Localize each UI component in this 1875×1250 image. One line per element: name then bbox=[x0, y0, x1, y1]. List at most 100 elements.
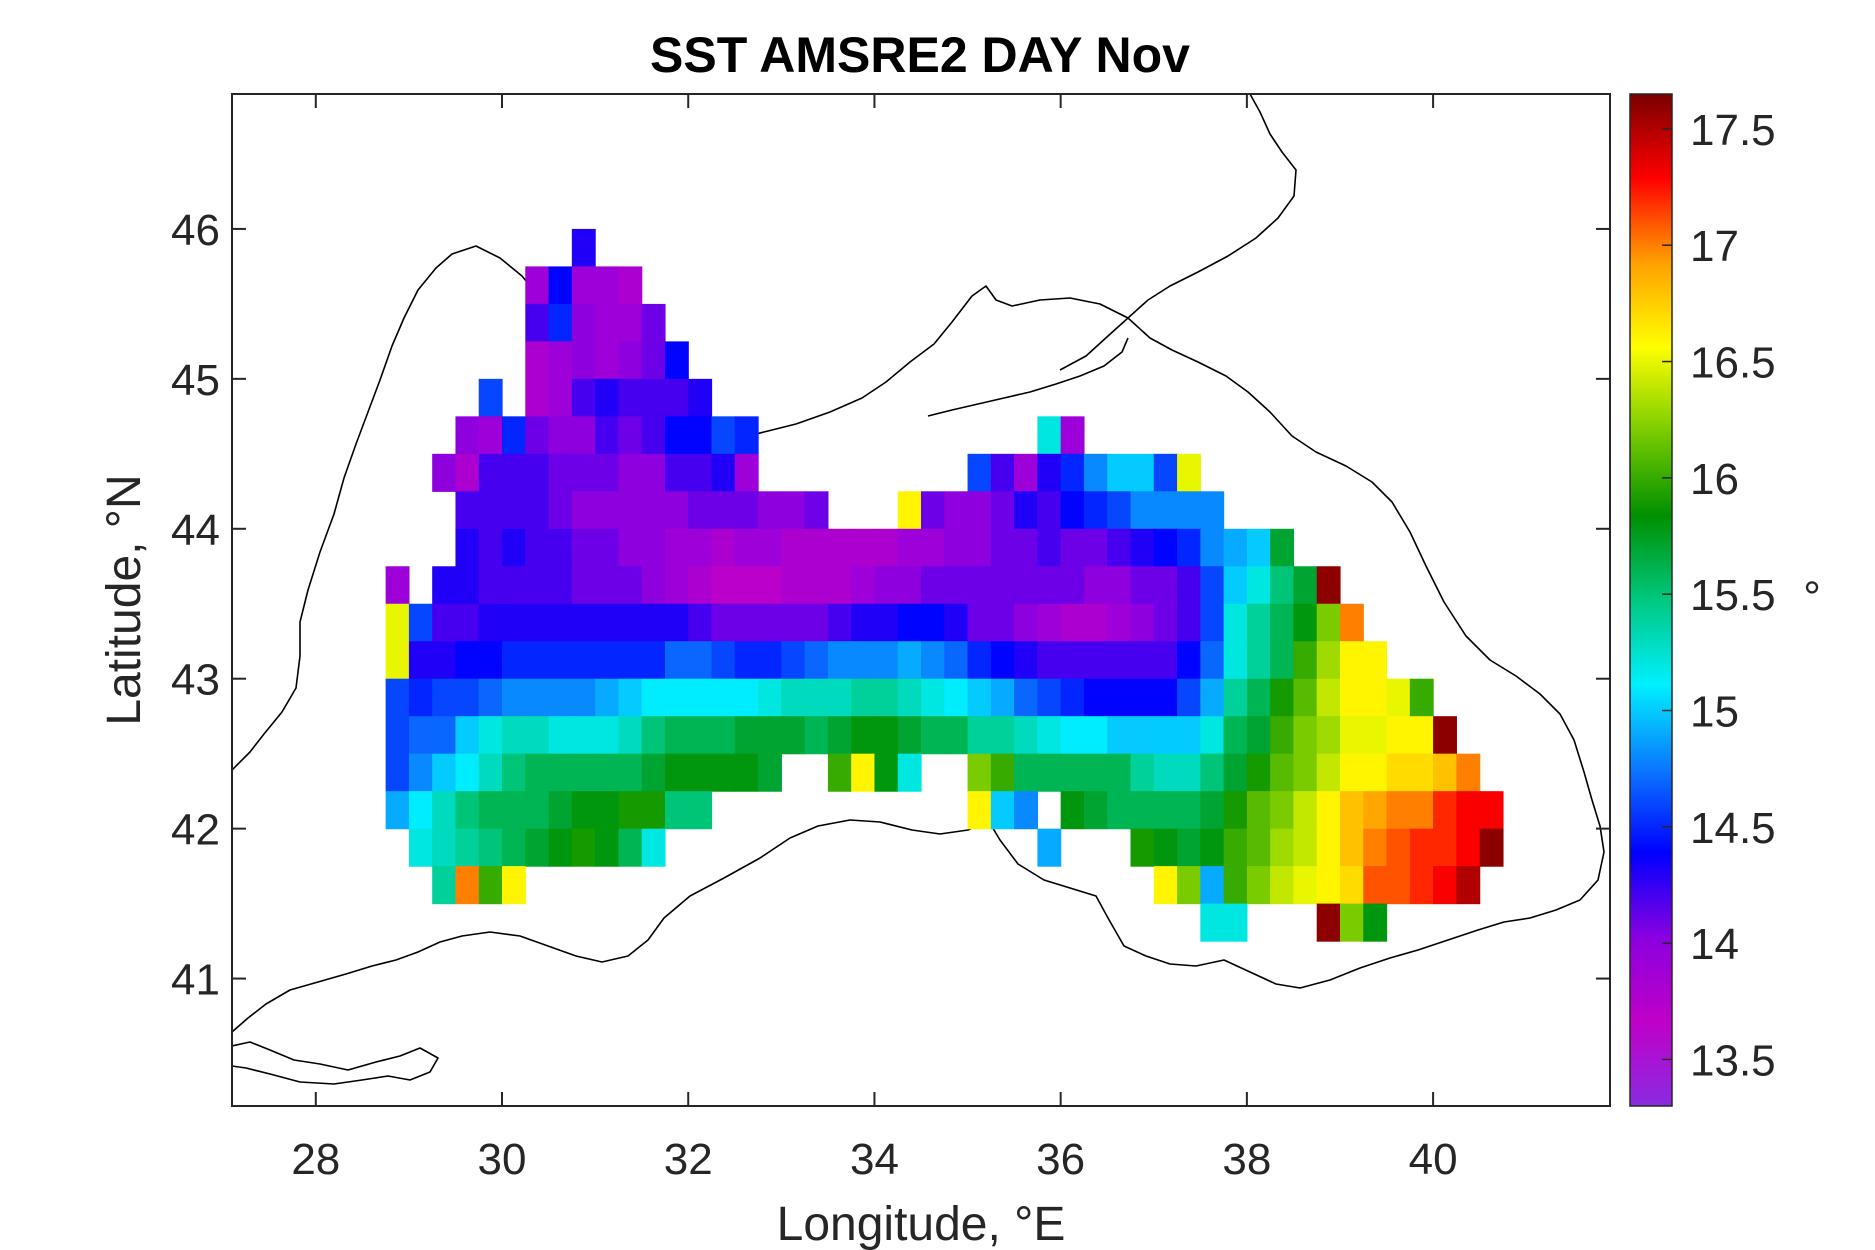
sst-cell bbox=[1177, 453, 1201, 492]
sst-cell bbox=[967, 566, 992, 605]
sst-cell bbox=[1200, 678, 1225, 717]
sst-cell bbox=[1316, 641, 1341, 680]
sst-cell bbox=[548, 791, 573, 830]
sst-cell bbox=[1037, 528, 1062, 567]
sst-cell bbox=[1270, 753, 1295, 792]
sst-cell bbox=[478, 828, 503, 867]
sst-cell bbox=[502, 791, 526, 830]
sst-cell bbox=[641, 678, 666, 717]
sst-cell bbox=[1200, 828, 1225, 867]
sst-cell bbox=[432, 678, 457, 717]
sst-cell bbox=[571, 791, 596, 830]
sst-cell bbox=[385, 753, 410, 792]
sst-cell bbox=[1177, 528, 1201, 567]
sst-cell bbox=[525, 716, 550, 755]
sst-cell bbox=[688, 603, 713, 642]
sst-cell bbox=[804, 603, 829, 642]
sst-cell bbox=[1037, 678, 1062, 717]
sst-cell bbox=[618, 791, 643, 830]
sst-cell bbox=[1339, 866, 1364, 905]
x-tick-label: 28 bbox=[291, 1135, 340, 1184]
sst-cell bbox=[688, 753, 713, 792]
colorbar-tick-label: 13.5 bbox=[1690, 1036, 1776, 1085]
sst-cell bbox=[432, 453, 457, 492]
sst-cell bbox=[827, 753, 852, 792]
sst-cell bbox=[525, 453, 550, 492]
sst-cell bbox=[1223, 641, 1248, 680]
sst-cell bbox=[688, 528, 713, 567]
sst-cell bbox=[711, 453, 736, 492]
sst-cell bbox=[827, 528, 852, 567]
sst-cell bbox=[1293, 716, 1318, 755]
sst-cell bbox=[595, 828, 619, 867]
sst-cell bbox=[1083, 716, 1108, 755]
sst-cell bbox=[571, 528, 596, 567]
colorbar-label: ° bbox=[1803, 573, 1821, 622]
sst-cell bbox=[874, 528, 899, 567]
sst-cell bbox=[734, 528, 759, 567]
sst-cell bbox=[944, 603, 969, 642]
sst-cell bbox=[1060, 603, 1085, 642]
sst-cell bbox=[1037, 828, 1062, 867]
sst-cell bbox=[1316, 903, 1341, 942]
sst-cell bbox=[478, 678, 503, 717]
azov-outline bbox=[1059, 94, 1297, 371]
sst-cell bbox=[1316, 566, 1341, 605]
sst-cell bbox=[781, 528, 806, 567]
sst-cell bbox=[874, 641, 899, 680]
sst-cell bbox=[758, 603, 782, 642]
sst-cell bbox=[1270, 528, 1295, 567]
sst-cell bbox=[897, 678, 922, 717]
sst-cell bbox=[1083, 453, 1108, 492]
sst-cell bbox=[1177, 828, 1201, 867]
sst-cell bbox=[455, 528, 480, 567]
sst-cell bbox=[1153, 566, 1178, 605]
sst-cell bbox=[571, 266, 596, 305]
sst-cell bbox=[432, 641, 457, 680]
sst-cell bbox=[967, 491, 992, 530]
sst-cell bbox=[804, 491, 829, 530]
sst-cell bbox=[641, 716, 666, 755]
sst-cell bbox=[897, 753, 922, 792]
sst-cell bbox=[1130, 491, 1155, 530]
sst-cell bbox=[1293, 753, 1318, 792]
sst-cell bbox=[1083, 491, 1108, 530]
sst-cell bbox=[758, 716, 782, 755]
sst-cell bbox=[502, 491, 526, 530]
sst-cell bbox=[1223, 678, 1248, 717]
sst-cell bbox=[571, 641, 596, 680]
sst-cell bbox=[1223, 528, 1248, 567]
sst-cell bbox=[1130, 678, 1155, 717]
sst-cell bbox=[548, 753, 573, 792]
sst-cell bbox=[711, 641, 736, 680]
sst-cell bbox=[502, 528, 526, 567]
sst-cell bbox=[385, 678, 410, 717]
sst-cell bbox=[1177, 566, 1201, 605]
sst-cell bbox=[734, 716, 759, 755]
sst-cell bbox=[478, 791, 503, 830]
sst-cell bbox=[688, 378, 713, 417]
sst-cell bbox=[641, 791, 666, 830]
sst-cell bbox=[408, 791, 433, 830]
sst-cell bbox=[548, 828, 573, 867]
sst-cell bbox=[1083, 753, 1108, 792]
sst-cell bbox=[990, 753, 1015, 792]
sst-cell bbox=[1153, 453, 1178, 492]
sst-cell bbox=[525, 603, 550, 642]
sst-cell bbox=[1014, 566, 1038, 605]
sst-cell bbox=[1037, 416, 1062, 455]
sst-cell bbox=[1153, 716, 1178, 755]
sst-cell bbox=[1456, 828, 1481, 867]
colorbar-tick-label: 16.5 bbox=[1690, 339, 1776, 388]
sst-cell bbox=[734, 753, 759, 792]
sst-cell bbox=[618, 753, 643, 792]
sst-cell bbox=[1246, 678, 1271, 717]
sst-cell bbox=[1456, 866, 1481, 905]
sst-cell bbox=[990, 566, 1015, 605]
sst-cell bbox=[1270, 828, 1295, 867]
sst-cell bbox=[1200, 603, 1225, 642]
sst-cell bbox=[1246, 603, 1271, 642]
sst-cell bbox=[1363, 791, 1388, 830]
sst-cell bbox=[781, 491, 806, 530]
